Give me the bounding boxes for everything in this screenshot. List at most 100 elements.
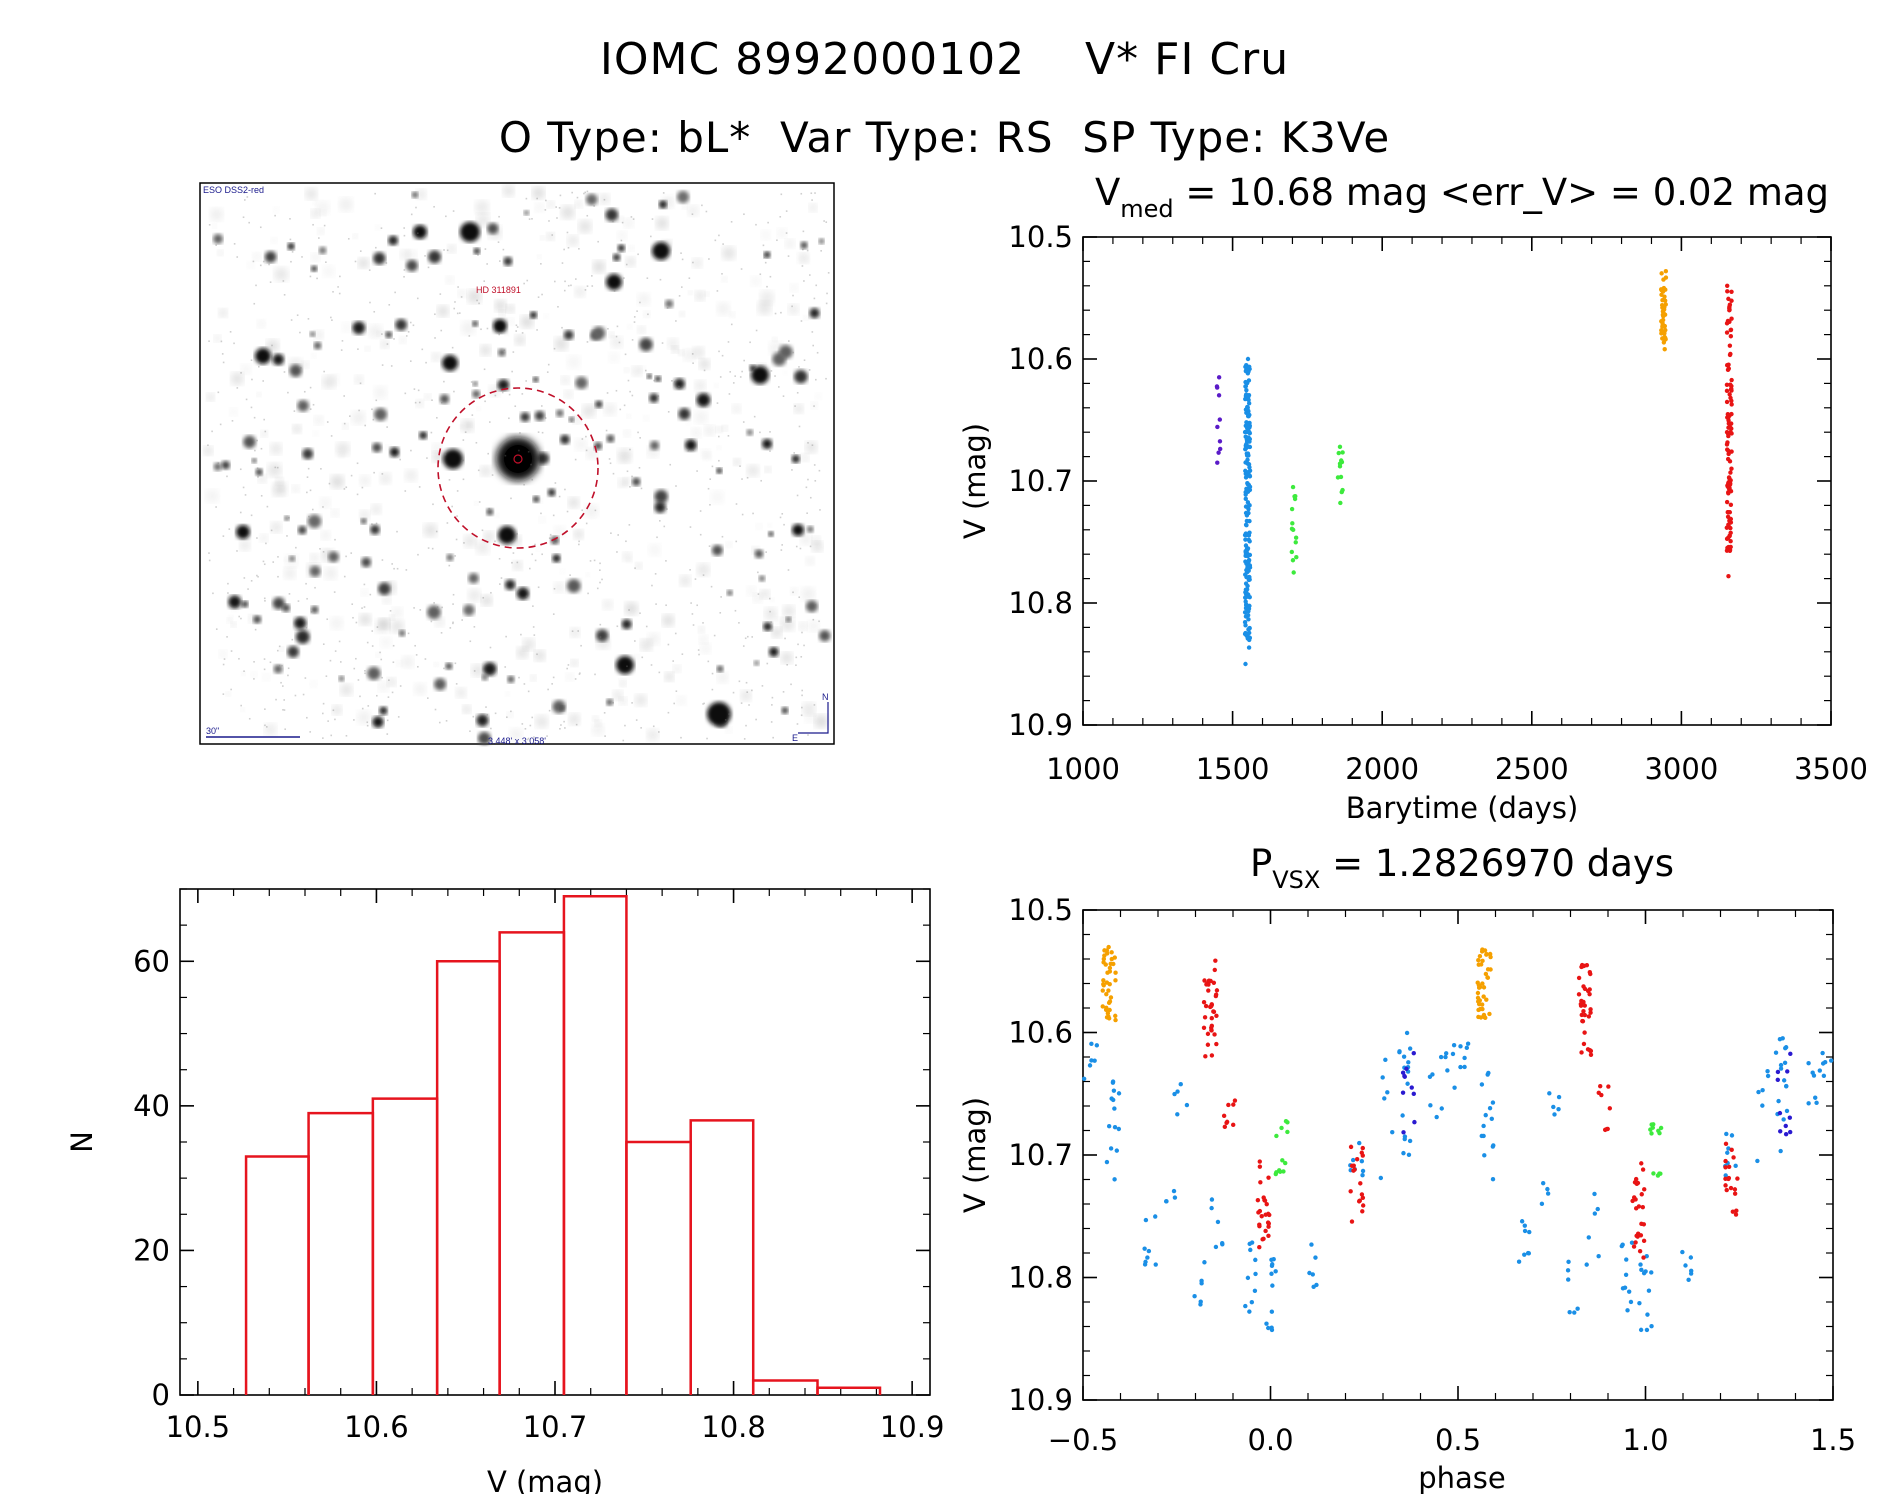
phase-point (1438, 1054, 1444, 1060)
phase-point (1178, 1082, 1183, 1087)
noise-speck (719, 549, 722, 551)
phase-point (1427, 1074, 1433, 1079)
field-star (389, 447, 400, 458)
field-star (284, 515, 290, 521)
phase-point (1270, 1283, 1275, 1288)
noise-speck (343, 488, 346, 490)
phase-point (1263, 1228, 1268, 1234)
noise-speck (523, 483, 525, 486)
field-star (575, 376, 588, 390)
noise-speck (653, 379, 655, 382)
data-point (1728, 502, 1734, 507)
background-star (692, 258, 703, 268)
noise-speck (239, 511, 242, 514)
noise-speck (612, 472, 615, 475)
noise-speck (347, 238, 350, 240)
noise-speck (283, 371, 286, 373)
noise-speck (386, 733, 389, 735)
field-star (289, 555, 296, 562)
noise-speck (508, 393, 511, 396)
noise-speck (813, 464, 816, 466)
noise-speck (443, 249, 445, 251)
noise-speck (666, 307, 669, 309)
background-star (611, 336, 623, 348)
field-star (293, 616, 307, 630)
noise-speck (449, 627, 452, 629)
compass-icon (798, 702, 829, 734)
field-star (559, 705, 565, 712)
phase-point (1205, 1042, 1211, 1047)
noise-speck (462, 459, 465, 462)
background-star (210, 208, 224, 221)
noise-speck (574, 678, 577, 680)
phase-point (1636, 1204, 1642, 1209)
noise-speck (498, 260, 501, 262)
x-axis-label: phase (1418, 1461, 1506, 1494)
data-point (1245, 451, 1251, 456)
noise-speck (322, 551, 325, 553)
noise-speck (287, 391, 289, 394)
noise-speck (512, 351, 515, 353)
noise-speck (760, 479, 762, 482)
y-axis-label: V (mag) (958, 1097, 992, 1213)
noise-speck (716, 402, 719, 404)
phase-point (1462, 1055, 1467, 1061)
bright-star (236, 525, 250, 539)
noise-speck (409, 360, 412, 362)
field-star (310, 605, 319, 614)
phase-point (1730, 1209, 1736, 1214)
background-star (637, 325, 646, 334)
phase-point (1482, 1153, 1487, 1158)
background-star (512, 560, 523, 571)
noise-speck (521, 393, 524, 395)
field-star (523, 210, 530, 216)
background-star (357, 710, 371, 725)
background-star (380, 636, 392, 648)
data-point (1246, 630, 1252, 636)
noise-speck (578, 673, 581, 675)
data-point (1662, 324, 1667, 329)
noise-speck (647, 313, 649, 316)
field-star (819, 630, 831, 642)
background-star (573, 529, 584, 540)
phase-point (1106, 988, 1111, 993)
phase-point (1142, 1246, 1147, 1251)
noise-speck (355, 657, 357, 660)
background-star (733, 458, 741, 466)
phase-point (1211, 1009, 1216, 1014)
noise-speck (229, 331, 232, 333)
background-star (359, 613, 372, 626)
noise-speck (531, 553, 534, 556)
noise-speck (217, 391, 220, 394)
noise-speck (446, 249, 449, 252)
noise-speck (541, 431, 544, 434)
phase-point (1257, 1164, 1263, 1169)
background-star (574, 200, 583, 208)
phase-point (1487, 1011, 1492, 1017)
noise-speck (752, 512, 754, 515)
field-star (367, 666, 381, 681)
noise-speck (485, 706, 487, 708)
noise-speck (586, 285, 589, 287)
noise-speck (711, 672, 714, 675)
field-star (446, 554, 454, 562)
noise-speck (810, 192, 813, 195)
noise-speck (230, 650, 233, 652)
background-star (592, 715, 599, 722)
y-tick-label: 40 (133, 1089, 170, 1123)
data-point (1662, 294, 1667, 299)
noise-speck (345, 555, 347, 558)
background-star (433, 662, 439, 667)
noise-speck (443, 380, 445, 383)
background-star (457, 289, 466, 298)
noise-speck (814, 604, 817, 606)
phase-point (1783, 1131, 1789, 1137)
phase-point (1222, 1124, 1228, 1130)
noise-speck (645, 625, 648, 628)
noise-speck (532, 605, 534, 607)
data-point (1216, 393, 1222, 398)
phase-point (1283, 1160, 1288, 1166)
field-star (434, 678, 447, 691)
noise-speck (278, 645, 281, 648)
